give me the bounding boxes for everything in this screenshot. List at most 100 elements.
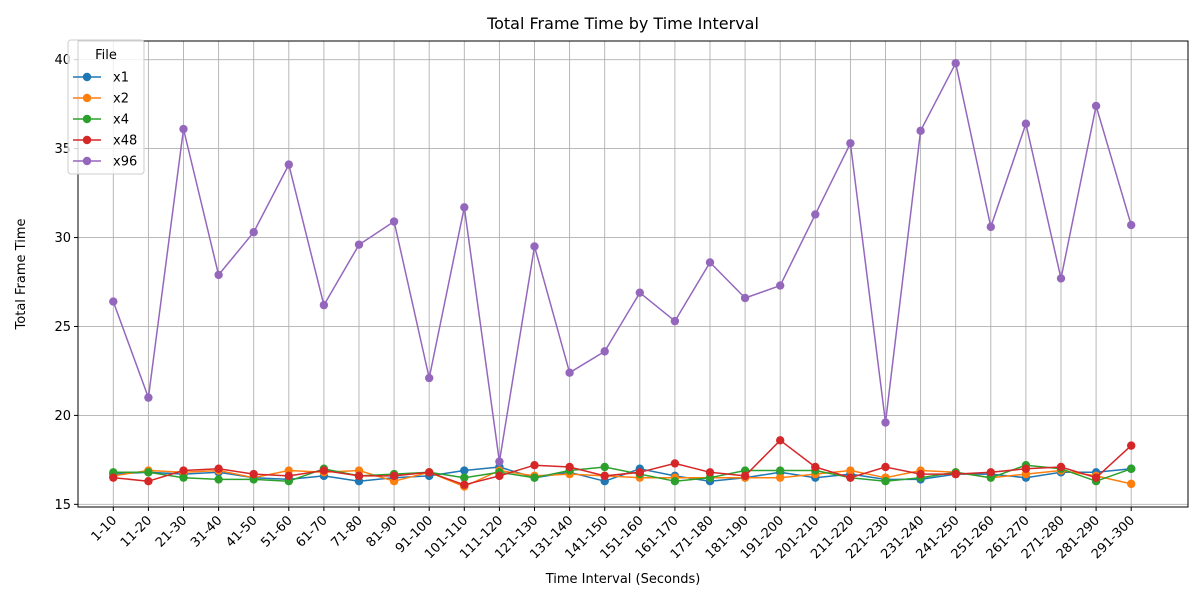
data-point-x48 <box>109 473 118 482</box>
data-point-x96 <box>670 316 680 326</box>
series-x96 <box>109 59 1136 466</box>
plot-frame <box>77 40 1189 508</box>
data-point-x96 <box>565 368 574 377</box>
legend-label-x4: x4 <box>113 113 129 128</box>
legend-label-x2: x2 <box>113 92 129 107</box>
data-point-x96 <box>249 228 258 237</box>
legend-label-x96: x96 <box>113 155 137 170</box>
x-axis-title: Time Interval (Seconds) <box>545 572 701 587</box>
data-point-x96 <box>109 297 118 306</box>
data-point-x96 <box>1021 119 1031 128</box>
data-point-x48 <box>811 462 820 472</box>
data-point-x96 <box>986 222 995 232</box>
y-tick-label: 30 <box>54 231 71 246</box>
data-point-x96 <box>425 373 434 383</box>
x-tick-label: 61-70 <box>293 513 330 550</box>
data-point-x96 <box>179 124 188 134</box>
data-point-x2 <box>1127 479 1136 489</box>
data-point-x48 <box>600 471 609 481</box>
data-point-x48 <box>319 466 329 475</box>
data-point-x48 <box>1127 441 1136 450</box>
data-point-x48 <box>1021 464 1031 473</box>
data-point-x96 <box>951 59 960 68</box>
data-point-x48 <box>249 469 258 479</box>
x-tick-label: 71-80 <box>329 513 366 550</box>
data-point-x96 <box>319 300 329 310</box>
data-point-x48 <box>214 464 223 473</box>
data-point-x4 <box>144 468 153 477</box>
data-point-x1 <box>460 466 469 475</box>
data-point-x4 <box>881 477 890 486</box>
grid-lines <box>78 41 1188 507</box>
data-point-x96 <box>811 210 820 219</box>
data-point-x48 <box>530 461 539 470</box>
data-point-x96 <box>740 293 750 303</box>
data-point-x48 <box>565 462 574 472</box>
legend-label-x1: x1 <box>113 71 129 86</box>
data-point-x96 <box>214 270 223 280</box>
data-point-x48 <box>740 471 750 481</box>
data-point-x96 <box>846 139 855 148</box>
data-point-x96 <box>881 418 890 427</box>
data-point-x96 <box>600 347 609 356</box>
data-point-x96 <box>635 288 644 297</box>
legend-swatch-marker-x2 <box>82 93 92 103</box>
data-point-x48 <box>986 468 995 477</box>
data-point-x96 <box>389 217 399 226</box>
data-point-x4 <box>179 473 188 482</box>
data-point-x48 <box>1056 462 1066 472</box>
legend-swatch-marker-x4 <box>82 114 92 124</box>
y-tick-label: 35 <box>54 142 71 157</box>
legend-swatch-marker-x96 <box>82 156 92 166</box>
data-point-x48 <box>284 471 293 481</box>
series-layer <box>109 59 1136 491</box>
y-tick-label: 25 <box>54 320 71 335</box>
y-axis-title: Total Frame Time <box>14 219 29 331</box>
data-point-x48 <box>846 473 855 482</box>
data-point-x48 <box>389 471 399 481</box>
data-point-x48 <box>776 436 785 445</box>
data-point-x96 <box>916 126 925 136</box>
data-point-x96 <box>1091 101 1101 111</box>
data-point-x4 <box>214 475 223 484</box>
data-point-x96 <box>144 393 153 402</box>
x-tick-label: 51-60 <box>258 513 295 550</box>
x-axis: 1-1011-2021-3031-4041-5051-6061-7071-808… <box>89 507 1138 562</box>
series-line-x48 <box>113 439 1132 486</box>
data-point-x96 <box>495 457 504 466</box>
legend-title: File <box>95 48 117 63</box>
x-tick-label: 1-10 <box>89 513 120 544</box>
chart-title: Total Frame Time by Time Interval <box>486 14 759 33</box>
data-point-x96 <box>460 203 469 212</box>
data-point-x48 <box>705 468 715 477</box>
data-point-x48 <box>951 469 960 479</box>
data-point-x4 <box>600 462 609 472</box>
x-tick-label: 41-50 <box>223 513 260 550</box>
data-point-x48 <box>1091 473 1101 482</box>
y-tick-label: 20 <box>54 409 71 424</box>
data-point-x96 <box>530 242 539 251</box>
legend-swatch-marker-x48 <box>82 135 92 145</box>
data-point-x48 <box>425 468 434 477</box>
legend-label-x48: x48 <box>113 134 137 149</box>
data-point-x48 <box>144 477 153 486</box>
x-tick-label: 31-40 <box>188 513 225 550</box>
legend: File x1 x2 x4 x48 x96 <box>67 39 145 175</box>
data-point-x96 <box>354 240 364 249</box>
y-tick-label: 40 <box>54 53 71 68</box>
series-line-x96 <box>112 62 1132 463</box>
data-point-x2 <box>776 473 785 482</box>
data-point-x4 <box>776 466 785 475</box>
data-point-x48 <box>495 471 504 481</box>
x-tick-label: 21-30 <box>153 513 190 550</box>
data-point-x96 <box>1127 220 1136 230</box>
data-point-x96 <box>776 281 785 290</box>
data-point-x48 <box>460 480 469 489</box>
y-tick-label: 15 <box>54 498 71 513</box>
data-point-x4 <box>670 477 680 486</box>
y-axis: 15 20 25 30 35 40 <box>54 53 78 513</box>
data-point-x48 <box>354 471 364 481</box>
x-tick-label: 11-20 <box>118 513 155 550</box>
data-point-x4 <box>1127 464 1136 473</box>
